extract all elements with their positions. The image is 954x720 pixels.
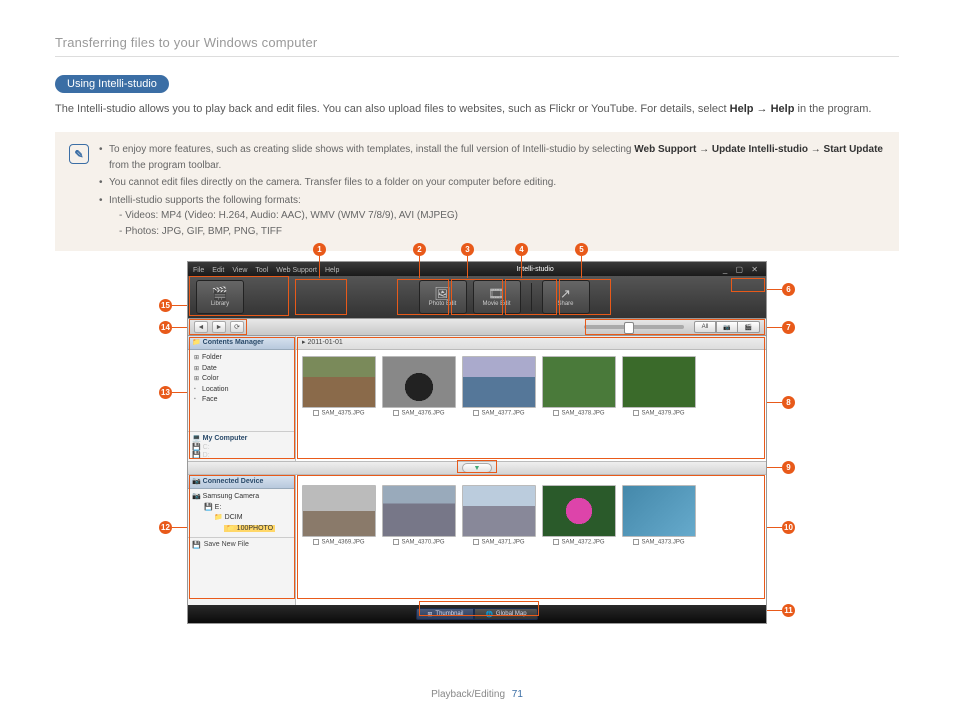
library-button[interactable]: 🎬Library [196, 280, 244, 314]
share-button[interactable]: ↗Share [542, 280, 590, 314]
splitter[interactable]: ▼ [188, 461, 766, 475]
note-icon: ✎ [69, 144, 89, 164]
device-sidebar: 📷 Connected Device 📷 Samsung Camera 💾 E:… [188, 475, 296, 605]
thumb[interactable]: SAM_4379.JPG [622, 356, 696, 417]
bottom-bar: ⊞ Thumbnail 🌐 Global Map [188, 605, 766, 623]
screenshot-wrap: 1 2 3 4 5 6 7 8 9 10 11 15 14 13 12 File… [187, 261, 767, 624]
thumbnail-view-button[interactable]: ⊞ Thumbnail [416, 608, 474, 620]
contents-header: 📁 Contents Manager [188, 336, 295, 350]
section-pill: Using Intelli-studio [55, 75, 169, 93]
date-header[interactable]: ▸ 2011-01-01 [296, 336, 766, 350]
thumb[interactable]: SAM_4369.JPG [302, 485, 376, 546]
thumb[interactable]: SAM_4378.JPG [542, 356, 616, 417]
device-header: 📷 Connected Device [188, 475, 295, 489]
my-computer[interactable]: 💻 My Computer 💾 C: 💾 D: [188, 431, 295, 461]
callout-2: 2 [413, 243, 426, 256]
window-controls[interactable]: _ ▢ ✕ [723, 265, 761, 274]
thumb[interactable]: SAM_4376.JPG [382, 356, 456, 417]
callout-6: 6 [782, 283, 795, 296]
thumbnail-pane-top: ▸ 2011-01-01 SAM_4375.JPG SAM_4376.JPG S… [296, 336, 766, 461]
page-footer: Playback/Editing 71 [0, 689, 954, 700]
app-title: Intelli-studio [516, 266, 553, 273]
nav-fwd[interactable]: ► [212, 321, 226, 333]
callout-13: 13 [159, 386, 172, 399]
thumb[interactable]: SAM_4375.JPG [302, 356, 376, 417]
callout-5: 5 [575, 243, 588, 256]
callout-12: 12 [159, 521, 172, 534]
callout-9: 9 [782, 461, 795, 474]
callout-7: 7 [782, 321, 795, 334]
callout-15: 15 [159, 299, 172, 312]
thumb[interactable]: SAM_4371.JPG [462, 485, 536, 546]
callout-3: 3 [461, 243, 474, 256]
thumb[interactable]: SAM_4372.JPG [542, 485, 616, 546]
expand-icon[interactable]: ▼ [462, 463, 492, 473]
subbar: ◄ ► ⟳ All📷🎬 [188, 318, 766, 336]
breadcrumb: Transferring files to your Windows compu… [55, 35, 899, 57]
filter-segment[interactable]: All📷🎬 [694, 321, 760, 333]
intro-text: The Intelli-studio allows you to play ba… [55, 101, 899, 118]
save-new-file[interactable]: 💾 Save New File [188, 537, 295, 551]
contents-sidebar: 📁 Contents Manager Folder Date Color Loc… [188, 336, 296, 461]
menubar[interactable]: FileEditViewToolWeb SupportHelp [193, 265, 347, 274]
callout-14: 14 [159, 321, 172, 334]
thumb[interactable]: SAM_4377.JPG [462, 356, 536, 417]
app-window: FileEditViewToolWeb SupportHelp Intelli-… [187, 261, 767, 624]
callout-11: 11 [782, 604, 795, 617]
movie-edit-button[interactable]: 🎞Movie Edit [473, 280, 521, 314]
thumb[interactable]: SAM_4370.JPG [382, 485, 456, 546]
photo-edit-button[interactable]: 🖼Photo Edit [419, 280, 467, 314]
thumb[interactable]: SAM_4373.JPG [622, 485, 696, 546]
device-tree[interactable]: 📷 Samsung Camera 💾 E: 📁 DCIM 📁 100PHOTO [188, 489, 295, 537]
titlebar: FileEditViewToolWeb SupportHelp Intelli-… [188, 262, 766, 276]
nav-back[interactable]: ◄ [194, 321, 208, 333]
callout-10: 10 [782, 521, 795, 534]
contents-tree[interactable]: Folder Date Color Location Face [188, 350, 295, 431]
nav-refresh[interactable]: ⟳ [230, 321, 244, 333]
callout-8: 8 [782, 396, 795, 409]
callout-1: 1 [313, 243, 326, 256]
callout-4: 4 [515, 243, 528, 256]
global-map-button[interactable]: 🌐 Global Map [474, 608, 537, 620]
note-box: ✎ To enjoy more features, such as creati… [55, 132, 899, 251]
thumbnail-pane-bottom: SAM_4369.JPG SAM_4370.JPG SAM_4371.JPG S… [296, 475, 766, 605]
toolbar: 🎬Library 🖼Photo Edit 🎞Movie Edit ↗Share [188, 276, 766, 318]
zoom-slider[interactable] [584, 325, 684, 329]
